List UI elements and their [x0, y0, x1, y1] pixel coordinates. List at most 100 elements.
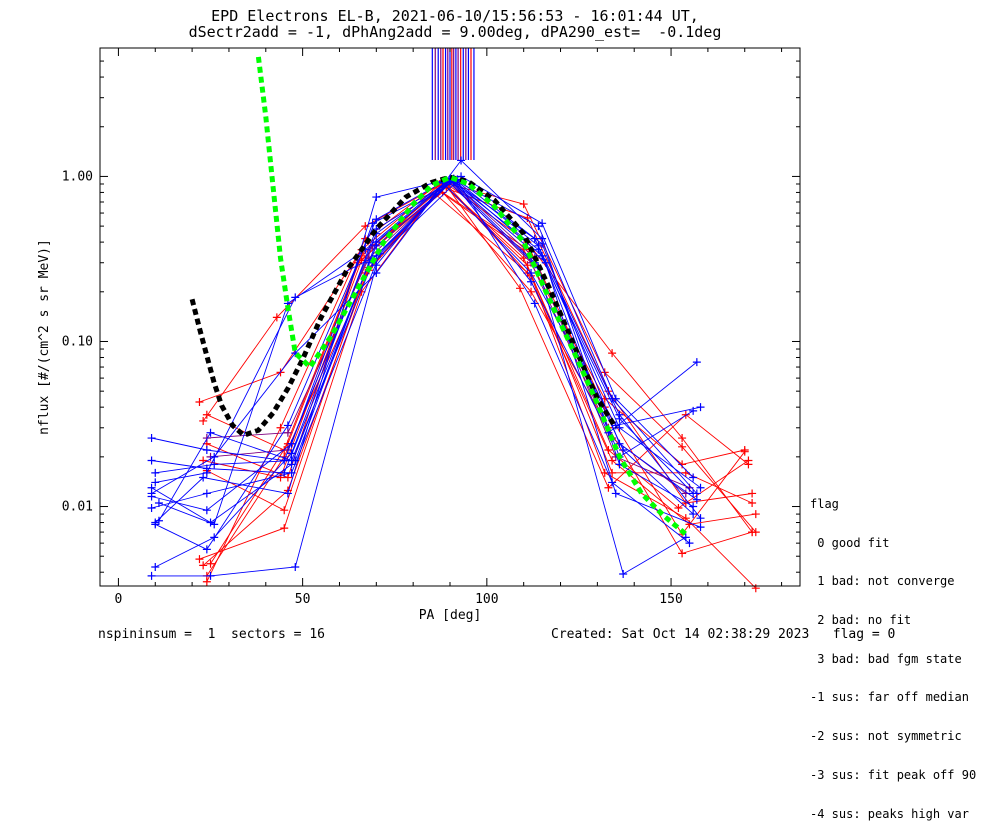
- chart-subtitle: dSectr2add = -1, dPhAng2add = 9.00deg, d…: [188, 23, 722, 41]
- blue-series-point: [287, 468, 296, 477]
- flag-legend: flag 0 good fit 1 bad: not converge 2 ba…: [810, 472, 976, 833]
- red-series-line: [206, 180, 753, 582]
- blue-series-line: [151, 179, 687, 577]
- red-series-point: [195, 555, 204, 564]
- blue-series-line: [158, 180, 690, 544]
- legend-item: 0 good fit: [810, 535, 890, 550]
- purple-series-point: [283, 446, 292, 455]
- red-series-line: [206, 191, 746, 535]
- blue-series-point: [210, 452, 219, 461]
- blue-series-point: [619, 446, 628, 455]
- blue-series-point: [685, 539, 694, 548]
- blue-series-point: [287, 439, 296, 448]
- red-series-point: [678, 434, 687, 443]
- blue-series-point: [202, 545, 211, 554]
- blue-series-line: [155, 181, 701, 550]
- blue-series-point: [147, 456, 156, 465]
- y-tick-label: 0.10: [62, 334, 93, 349]
- red-series-point: [678, 460, 687, 469]
- red-series-point: [195, 397, 204, 406]
- blue-series-point: [696, 514, 705, 523]
- blue-series-line: [155, 181, 701, 568]
- blue-series-point: [534, 222, 543, 231]
- blue-series-point: [689, 502, 698, 511]
- blue-series-point: [202, 468, 211, 477]
- blue-series-point: [696, 483, 705, 492]
- blue-series-point: [692, 358, 701, 367]
- blue-series-point: [692, 489, 701, 498]
- x-tick-label: 0: [115, 592, 123, 607]
- blue-series-point: [283, 489, 292, 498]
- y-axis-label: nflux [#/(cm^2 s sr MeV)]: [37, 239, 52, 435]
- blue-series-point: [206, 428, 215, 437]
- legend-item: 3 bad: bad fgm state: [810, 651, 962, 666]
- x-tick-label: 50: [295, 592, 311, 607]
- red-series-point: [681, 410, 690, 419]
- blue-series-point: [199, 473, 208, 482]
- red-series-point: [608, 456, 617, 465]
- red-series-point: [280, 524, 289, 533]
- blue-series-point: [291, 563, 300, 572]
- red-series-line: [199, 181, 757, 533]
- red-series-point: [276, 473, 285, 482]
- red-series-point: [604, 483, 613, 492]
- blue-series-point: [619, 570, 628, 579]
- blue-series-point: [527, 277, 536, 286]
- chart-plot: 0 50 100 150 0.01 0.10 1.00 PA [deg] nflux [#/…: [37, 47, 801, 623]
- red-series-point: [519, 200, 528, 209]
- x-axis-label: PA [deg]: [419, 608, 482, 623]
- red-series-point: [678, 549, 687, 558]
- blue-series-point: [538, 234, 547, 243]
- blue-series-point: [151, 468, 160, 477]
- red-series-point: [283, 473, 292, 482]
- blue-series-line: [155, 178, 698, 494]
- green-fit-curve: [255, 56, 688, 537]
- blue-series-point: [151, 478, 160, 487]
- blue-series-point: [202, 489, 211, 498]
- red-series-point: [202, 410, 211, 419]
- red-series-point: [748, 528, 757, 537]
- fit-layer: [189, 56, 688, 537]
- red-series-point: [523, 213, 532, 222]
- x-tick-label: 100: [475, 592, 498, 607]
- blue-series-point: [615, 410, 624, 419]
- blue-series-point: [147, 503, 156, 512]
- red-series-point: [276, 423, 285, 432]
- black-fit-curve: [189, 174, 618, 439]
- purple-series-point: [202, 434, 211, 443]
- legend-item: -1 sus: far off median: [810, 690, 969, 705]
- blue-series-point: [210, 520, 219, 529]
- legend-title: flag: [810, 496, 839, 511]
- blue-series-point: [368, 219, 377, 228]
- blue-series-point: [530, 299, 539, 308]
- y-tick-label: 1.00: [62, 169, 93, 184]
- y-tick-label: 0.01: [62, 500, 93, 515]
- blue-series-point: [534, 241, 543, 250]
- red-series-line: [202, 185, 753, 504]
- blue-series-point: [202, 446, 211, 455]
- blue-series-line: [155, 179, 701, 528]
- blue-series-point: [283, 421, 292, 430]
- red-series-point: [678, 442, 687, 451]
- red-series-point: [744, 460, 753, 469]
- blue-series-point: [689, 510, 698, 519]
- red-series-line: [206, 193, 757, 589]
- blue-series-point: [372, 268, 381, 277]
- blue-series-point: [147, 434, 156, 443]
- x-tick-label: 150: [659, 592, 682, 607]
- red-series-point: [674, 503, 683, 512]
- legend-item: 1 bad: not converge: [810, 574, 955, 589]
- footer-right: Created: Sat Oct 14 02:38:29 2023 flag =…: [551, 627, 896, 642]
- purple-series-point: [283, 428, 292, 437]
- series-layer: [147, 48, 760, 593]
- legend-item: -2 sus: not symmetric: [810, 729, 962, 744]
- blue-series-point: [457, 156, 466, 165]
- red-series-point: [199, 561, 208, 570]
- red-series-line: [199, 187, 753, 560]
- blue-series-point: [611, 421, 620, 430]
- blue-series-point: [151, 520, 160, 529]
- red-series-point: [206, 559, 215, 568]
- axes-layer: 0 50 100 150 0.01 0.10 1.00: [62, 47, 800, 607]
- red-series-point: [527, 287, 536, 296]
- blue-series-point: [615, 439, 624, 448]
